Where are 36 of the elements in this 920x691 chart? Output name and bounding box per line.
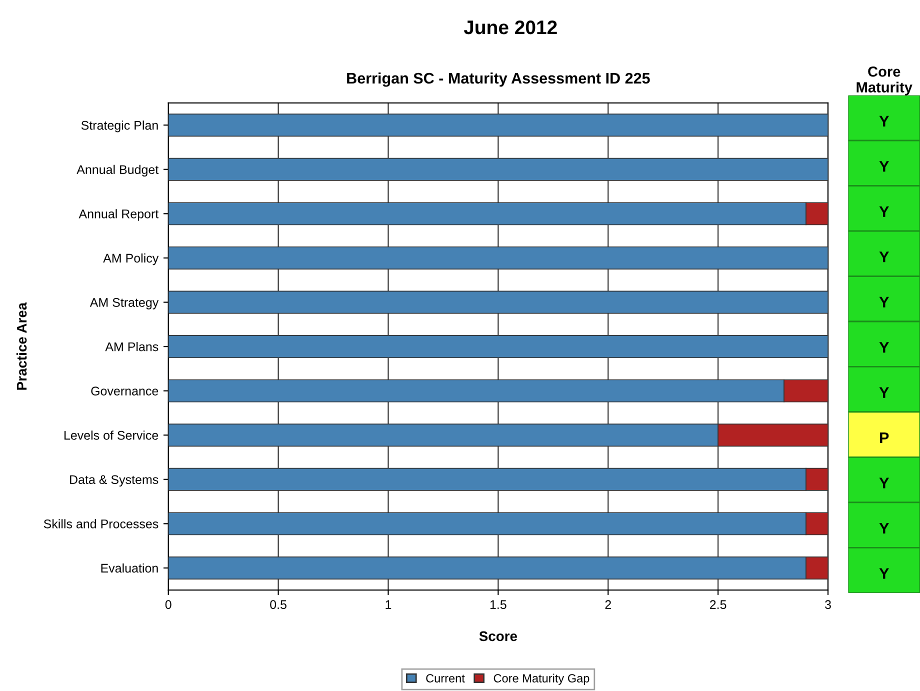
y-tick-label: AM Policy (103, 253, 159, 266)
y-tick-label: AM Plans (105, 342, 158, 352)
text: Y (879, 206, 889, 217)
text: Y (879, 161, 889, 172)
text: Core Maturity (856, 66, 912, 96)
y-tick-label: Annual Budget (76, 164, 159, 177)
y-tick-label: Governance (91, 386, 158, 396)
y-tick-label: Strategic Plan (81, 120, 158, 132)
text: Y (879, 522, 889, 534)
text: Y (879, 568, 889, 579)
y-tick-label: AM Strategy (90, 298, 159, 310)
y-tick-label: Data & Systems (70, 475, 158, 487)
y-tick-label: Annual Report (78, 209, 159, 221)
x-tick-label: 2.5 (710, 600, 726, 610)
text: P (880, 432, 889, 444)
y-axis-title: Practice Area (16, 302, 27, 390)
x-tick-label: 3 (825, 600, 831, 610)
chart-subtitle: June 2012 (464, 20, 557, 34)
chart-title: Berrigan SC - Maturity Assessment ID 225 (347, 72, 650, 87)
text: Y (879, 387, 889, 398)
y-tick-label: Evaluation (101, 563, 158, 573)
text: Y (879, 116, 889, 126)
legend-label: Core Maturity Gap (494, 674, 590, 685)
x-axis-title: Score (479, 631, 518, 642)
x-tick-label: 2 (605, 600, 611, 609)
y-tick-label: Levels of Service (64, 430, 158, 440)
y-tick-label: Skills and Processes (44, 519, 158, 528)
x-tick-label: 1 (386, 600, 392, 609)
legend-label: Current (426, 674, 465, 682)
x-tick-label: 0 (165, 600, 172, 610)
x-tick-label: 1.5 (490, 600, 506, 610)
text: Y (879, 342, 889, 353)
text: Y (879, 252, 889, 262)
text: Y (879, 296, 889, 308)
x-tick-label: 0.5 (270, 600, 286, 610)
text: Y (879, 478, 889, 488)
